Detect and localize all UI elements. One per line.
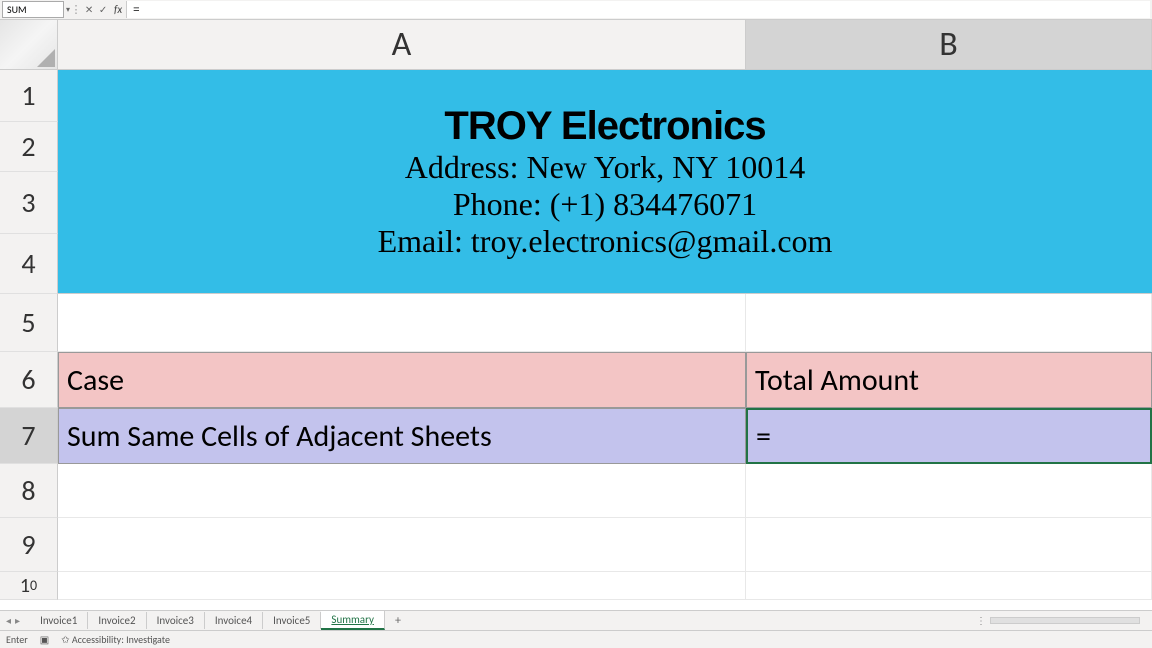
sheet-tab-invoice5[interactable]: Invoice5 (263, 612, 321, 629)
row-header-2[interactable]: 2 (0, 122, 58, 172)
banner-phone: Phone: (+1) 834476071 (453, 186, 757, 223)
row-header-10[interactable]: 10 (0, 572, 58, 600)
add-sheet-icon[interactable]: + (385, 614, 411, 628)
accessibility-label: Accessibility: Investigate (72, 633, 170, 646)
sheet-tab-invoice3[interactable]: Invoice3 (147, 612, 205, 629)
fx-icon[interactable]: fx (110, 3, 126, 16)
row-10: 10 (0, 572, 1152, 600)
cell-B8[interactable] (746, 464, 1152, 518)
grid: A B 1 2 3 4 TROY Electronics Address: Ne… (0, 20, 1152, 610)
row-5: 5 (0, 294, 1152, 352)
formula-bar-row: SUM ▾ ⋮ ✕ ✓ fx (0, 0, 1152, 20)
company-banner[interactable]: TROY Electronics Address: New York, NY 1… (58, 70, 1152, 294)
row-7: 7 Sum Same Cells of Adjacent Sheets = (0, 408, 1152, 464)
status-bar: Enter ▣ ✩ Accessibility: Investigate (0, 630, 1152, 648)
cell-B10[interactable] (746, 572, 1152, 600)
sheet-tab-bar: ◂ ▸ Invoice1 Invoice2 Invoice3 Invoice4 … (0, 610, 1152, 630)
status-mode: Enter (6, 633, 28, 646)
cell-B9[interactable] (746, 518, 1152, 572)
cell-B7-active[interactable]: = (746, 408, 1152, 464)
cancel-icon[interactable]: ✕ (82, 3, 96, 16)
row-header-5[interactable]: 5 (0, 294, 58, 352)
cell-A8[interactable] (58, 464, 746, 518)
cell-B5[interactable] (746, 294, 1152, 352)
cell-A9[interactable] (58, 518, 746, 572)
accessibility-status[interactable]: ✩ Accessibility: Investigate (61, 633, 170, 646)
horizontal-scrollbar[interactable] (990, 617, 1140, 624)
row-header-7[interactable]: 7 (0, 408, 58, 464)
separator: ⋮ (70, 3, 82, 16)
cell-A7[interactable]: Sum Same Cells of Adjacent Sheets (58, 408, 746, 464)
macro-record-icon[interactable]: ▣ (40, 633, 49, 646)
column-header-row: A B (0, 20, 1152, 70)
sheet-tab-invoice2[interactable]: Invoice2 (88, 612, 146, 629)
row-header-1[interactable]: 1 (0, 70, 58, 122)
row-6: 6 Case Total Amount (0, 352, 1152, 408)
tab-divider: ⋮ (976, 614, 986, 627)
accessibility-icon: ✩ (61, 633, 69, 646)
name-box-value: SUM (7, 3, 27, 16)
cell-B6[interactable]: Total Amount (746, 352, 1152, 408)
tab-next-icon[interactable]: ▸ (15, 614, 20, 627)
row-9: 9 (0, 518, 1152, 572)
cell-A6[interactable]: Case (58, 352, 746, 408)
banner-address: Address: New York, NY 10014 (405, 149, 806, 186)
row-header-9[interactable]: 9 (0, 518, 58, 572)
row-header-3[interactable]: 3 (0, 172, 58, 234)
tab-nav: ◂ ▸ (6, 614, 30, 627)
sheet-tab-invoice1[interactable]: Invoice1 (30, 612, 88, 629)
row-header-4[interactable]: 4 (0, 234, 58, 294)
column-header-A[interactable]: A (58, 20, 746, 69)
rows-area: 1 2 3 4 TROY Electronics Address: New Yo… (0, 70, 1152, 610)
sheet-tab-summary[interactable]: Summary (321, 611, 385, 630)
banner-title: TROY Electronics (444, 104, 765, 149)
select-all-corner[interactable] (0, 20, 58, 69)
cell-A5[interactable] (58, 294, 746, 352)
row-header-6[interactable]: 6 (0, 352, 58, 408)
sheet-tab-invoice4[interactable]: Invoice4 (205, 612, 263, 629)
name-box[interactable]: SUM (2, 1, 64, 18)
enter-icon[interactable]: ✓ (96, 3, 110, 16)
banner-wrapper: 1 2 3 4 TROY Electronics Address: New Yo… (0, 70, 1152, 294)
cell-A10[interactable] (58, 572, 746, 600)
row-8: 8 (0, 464, 1152, 518)
banner-email: Email: troy.electronics@gmail.com (378, 223, 833, 260)
tab-prev-icon[interactable]: ◂ (6, 614, 11, 627)
formula-input[interactable] (126, 1, 1150, 18)
row-header-8[interactable]: 8 (0, 464, 58, 518)
column-header-B[interactable]: B (746, 20, 1152, 69)
